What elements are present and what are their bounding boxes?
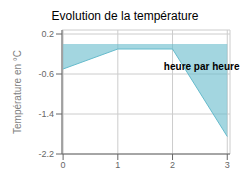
html-text:Evolution de la température: Evolution de la température xyxy=(51,9,199,23)
svg-text:2: 2 xyxy=(170,160,175,170)
svg-text:-2.2: -2.2 xyxy=(38,149,54,159)
svg-text:-1.4: -1.4 xyxy=(38,109,54,119)
svg-text:Température en °C: Température en °C xyxy=(12,50,23,134)
svg-text:0.2: 0.2 xyxy=(41,29,54,39)
svg-text:heure par heure: heure par heure xyxy=(164,61,240,72)
svg-text:0: 0 xyxy=(61,160,66,170)
svg-text:1: 1 xyxy=(115,160,120,170)
svg-text:3: 3 xyxy=(225,160,230,170)
svg-text:-0.6: -0.6 xyxy=(38,69,54,79)
